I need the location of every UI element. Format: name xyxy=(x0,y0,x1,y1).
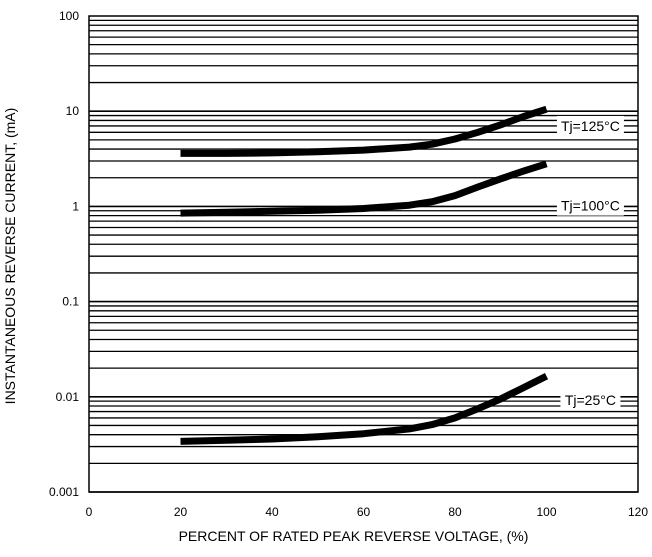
y-axis-title: INSTANTANEOUS REVERSE CURRENT, (mA) xyxy=(2,108,18,405)
x-axis-title: PERCENT OF RATED PEAK REVERSE VOLTAGE, (… xyxy=(179,528,529,544)
y-tick-label: 1 xyxy=(72,199,79,213)
grid-layer xyxy=(89,20,638,492)
tick-label-layer: 0 20 40 60 80 100 120 0.001 0.01 0.1 1 10 100 xyxy=(49,9,648,519)
y-tick-label: 0.01 xyxy=(56,390,80,404)
x-tick-label: 120 xyxy=(628,505,648,519)
curve-label-1: Tj=100°C xyxy=(561,198,620,214)
series-line-2 xyxy=(181,376,547,441)
y-tick-label: 0.001 xyxy=(49,485,79,499)
x-tick-label: 0 xyxy=(86,505,93,519)
curve-label-layer: Tj=125°C Tj=100°C Tj=25°C xyxy=(557,116,624,410)
y-tick-label: 10 xyxy=(66,104,80,118)
curve-label-2: Tj=25°C xyxy=(565,392,616,408)
y-tick-label: 0.1 xyxy=(62,295,79,309)
y-tick-label: 100 xyxy=(59,9,79,23)
x-tick-label: 100 xyxy=(536,505,556,519)
x-tick-label: 20 xyxy=(174,505,188,519)
x-tick-label: 60 xyxy=(357,505,371,519)
curve-label-0: Tj=125°C xyxy=(561,118,620,134)
x-tick-label: 80 xyxy=(448,505,462,519)
plot-frame xyxy=(89,16,638,492)
series-layer xyxy=(181,109,547,441)
x-tick-label: 40 xyxy=(265,505,279,519)
